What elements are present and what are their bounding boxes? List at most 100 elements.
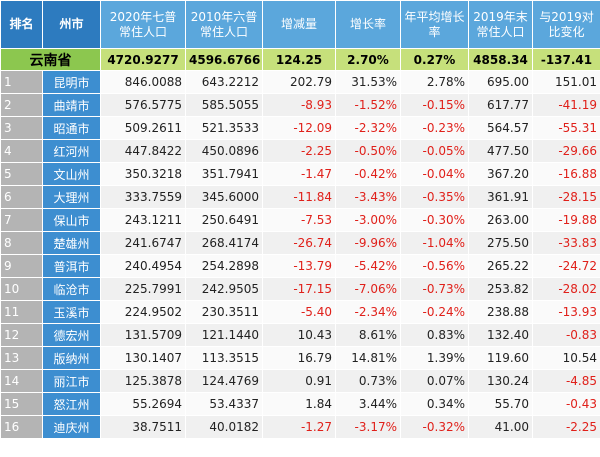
rank-cell: 14: [0, 369, 43, 393]
value-cell: -1.04%: [400, 231, 469, 255]
data-row: 3 昭通市 509.2611 521.3533 -12.09 -2.32% -0.23% 56…: [0, 116, 600, 140]
value-cell: 695.00: [468, 70, 533, 94]
value-cell: 40.0182: [185, 415, 263, 439]
value-cell: -1.47: [262, 162, 336, 186]
value-cell: 617.77: [468, 93, 533, 117]
city-cell: 版纳州: [42, 346, 101, 370]
value-cell: -11.84: [262, 185, 336, 209]
value-cell: 0.34%: [400, 392, 469, 416]
value-cell: 225.7991: [100, 277, 186, 301]
header-cell: 州市: [42, 0, 101, 49]
value-cell: -0.23%: [400, 116, 469, 140]
city-cell: 曲靖市: [42, 93, 101, 117]
province-cell: -137.41: [532, 48, 600, 71]
province-cell: 124.25: [262, 48, 336, 71]
value-cell: 477.50: [468, 139, 533, 163]
rank-cell: 13: [0, 346, 43, 370]
value-cell: 125.3878: [100, 369, 186, 393]
value-cell: -7.06%: [335, 277, 401, 301]
province-cell: 4596.6766: [185, 48, 263, 71]
value-cell: 224.9502: [100, 300, 186, 324]
data-row: 11 玉溪市 224.9502 230.3511 -5.40 -2.34% -0.24% 23…: [0, 300, 600, 324]
header-row: 排名 州市 2020年七普常住人口 2010年六普常住人口 增减量 增长率 年平均增长率 20…: [0, 0, 600, 49]
rank-cell: 8: [0, 231, 43, 255]
value-cell: -55.31: [532, 116, 600, 140]
data-row: 14 丽江市 125.3878 124.4769 0.91 0.73% 0.07% 130.2…: [0, 369, 600, 393]
rank-cell: 5: [0, 162, 43, 186]
province-cell: 4720.9277: [100, 48, 186, 71]
header-cell: 2019年末常住人口: [468, 0, 533, 49]
value-cell: -0.42%: [335, 162, 401, 186]
value-cell: 132.40: [468, 323, 533, 347]
population-table: 排名 州市 2020年七普常住人口 2010年六普常住人口 增减量 增长率 年平均增长率 20…: [0, 0, 600, 439]
value-cell: -13.79: [262, 254, 336, 278]
data-row: 5 文山州 350.3218 351.7941 -1.47 -0.42% -0.04% 367…: [0, 162, 600, 186]
header-cell: 2010年六普常住人口: [185, 0, 263, 49]
rank-cell: 7: [0, 208, 43, 232]
city-cell: 保山市: [42, 208, 101, 232]
city-cell: 怒江州: [42, 392, 101, 416]
value-cell: -0.32%: [400, 415, 469, 439]
data-row: 8 楚雄州 241.6747 268.4174 -26.74 -9.96% -1.04% 27…: [0, 231, 600, 255]
value-cell: 41.00: [468, 415, 533, 439]
value-cell: -4.85: [532, 369, 600, 393]
value-cell: 345.6000: [185, 185, 263, 209]
header-cell: 与2019对比变化: [532, 0, 600, 49]
value-cell: 0.91: [262, 369, 336, 393]
value-cell: -33.83: [532, 231, 600, 255]
city-cell: 普洱市: [42, 254, 101, 278]
value-cell: 230.3511: [185, 300, 263, 324]
rank-cell: 4: [0, 139, 43, 163]
value-cell: -41.19: [532, 93, 600, 117]
value-cell: 0.07%: [400, 369, 469, 393]
value-cell: 564.57: [468, 116, 533, 140]
value-cell: 113.3515: [185, 346, 263, 370]
rank-cell: 15: [0, 392, 43, 416]
value-cell: 2.78%: [400, 70, 469, 94]
value-cell: 242.9505: [185, 277, 263, 301]
header-cell: 年平均增长率: [400, 0, 469, 49]
value-cell: 121.1440: [185, 323, 263, 347]
value-cell: 585.5055: [185, 93, 263, 117]
value-cell: -28.02: [532, 277, 600, 301]
value-cell: 250.6491: [185, 208, 263, 232]
province-cell: 4858.34: [468, 48, 533, 71]
city-cell: 大理州: [42, 185, 101, 209]
value-cell: 447.8422: [100, 139, 186, 163]
value-cell: -19.88: [532, 208, 600, 232]
value-cell: 576.5775: [100, 93, 186, 117]
value-cell: -2.25: [262, 139, 336, 163]
value-cell: 124.4769: [185, 369, 263, 393]
province-cell: 云南省: [0, 48, 101, 71]
value-cell: 240.4954: [100, 254, 186, 278]
city-cell: 楚雄州: [42, 231, 101, 255]
city-cell: 迪庆州: [42, 415, 101, 439]
value-cell: -0.50%: [335, 139, 401, 163]
value-cell: 521.3533: [185, 116, 263, 140]
city-cell: 红河州: [42, 139, 101, 163]
value-cell: 14.81%: [335, 346, 401, 370]
value-cell: -26.74: [262, 231, 336, 255]
city-cell: 昆明市: [42, 70, 101, 94]
value-cell: 31.53%: [335, 70, 401, 94]
data-row: 7 保山市 243.1211 250.6491 -7.53 -3.00% -0.30% 263…: [0, 208, 600, 232]
city-cell: 德宏州: [42, 323, 101, 347]
value-cell: 450.0896: [185, 139, 263, 163]
province-cell: 2.70%: [335, 48, 401, 71]
header-cell: 2020年七普常住人口: [100, 0, 186, 49]
value-cell: 3.44%: [335, 392, 401, 416]
value-cell: -24.72: [532, 254, 600, 278]
value-cell: 263.00: [468, 208, 533, 232]
rank-cell: 9: [0, 254, 43, 278]
value-cell: 243.1211: [100, 208, 186, 232]
city-cell: 临沧市: [42, 277, 101, 301]
value-cell: -3.17%: [335, 415, 401, 439]
value-cell: -2.32%: [335, 116, 401, 140]
rank-cell: 11: [0, 300, 43, 324]
value-cell: 643.2212: [185, 70, 263, 94]
value-cell: 151.01: [532, 70, 600, 94]
value-cell: 1.84: [262, 392, 336, 416]
data-row: 9 普洱市 240.4954 254.2898 -13.79 -5.42% -0.56% 26…: [0, 254, 600, 278]
value-cell: -5.40: [262, 300, 336, 324]
